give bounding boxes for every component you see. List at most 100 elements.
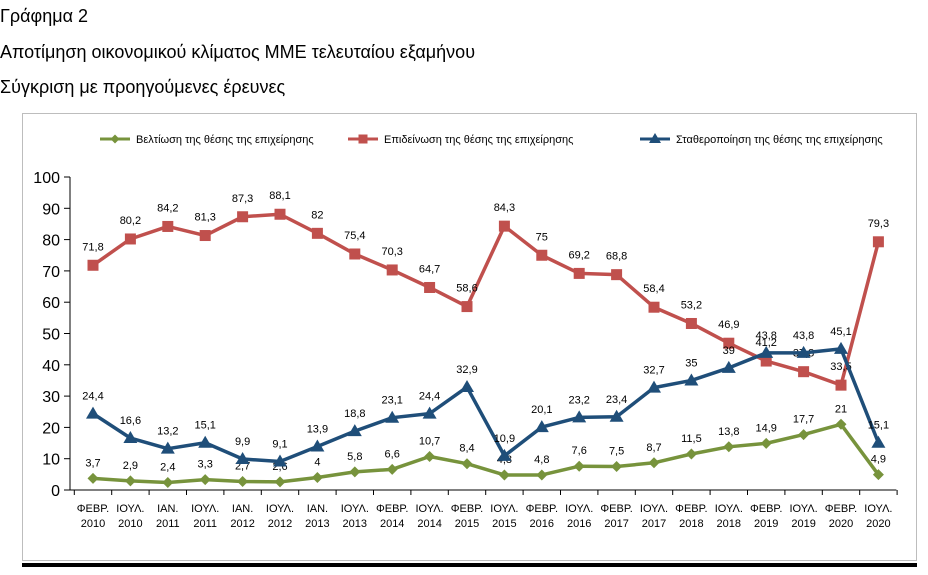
- y-tick-label: 60: [42, 295, 60, 312]
- data-label: 79,3: [868, 218, 889, 230]
- data-label: 46,9: [718, 319, 739, 331]
- x-tick-label: ΙΟΥΛ.: [416, 503, 444, 515]
- data-point-triangle: [534, 420, 549, 433]
- data-point-triangle: [273, 454, 287, 467]
- data-point-triangle: [86, 406, 100, 419]
- data-label: 41,2: [755, 337, 776, 349]
- y-tick-label: 70: [42, 264, 60, 281]
- data-point-diamond: [723, 441, 735, 453]
- data-label: 10,9: [494, 433, 515, 445]
- data-label: 8,7: [646, 442, 661, 454]
- data-label: 23,2: [568, 394, 589, 406]
- data-point-diamond: [274, 476, 286, 488]
- y-tick-label: 0: [51, 483, 60, 500]
- data-label: 15,1: [868, 420, 889, 432]
- x-tick-label: ΦΕΒΡ.: [376, 503, 408, 515]
- data-point-diamond: [199, 474, 211, 486]
- data-point-square: [274, 208, 286, 220]
- data-point-square: [723, 337, 735, 349]
- x-tick-label: ΙΟΥΛ.: [790, 503, 818, 515]
- legend-marker-diamond: [110, 134, 120, 144]
- data-point-square: [386, 264, 398, 276]
- x-tick-label: ΙΟΥΛ.: [565, 503, 593, 515]
- x-tick-label: 2018: [679, 518, 703, 530]
- x-tick-label: ΙΟΥΛ.: [715, 503, 743, 515]
- data-label: 2,4: [160, 461, 175, 473]
- data-point-triangle: [871, 435, 886, 448]
- data-label: 70,3: [381, 246, 402, 258]
- data-point-triangle: [647, 380, 661, 393]
- data-label: 14,9: [755, 422, 776, 434]
- x-tick-label: 2012: [230, 518, 254, 530]
- data-label: 81,3: [194, 212, 215, 224]
- data-point-triangle: [759, 345, 774, 358]
- x-tick-label: 2011: [156, 518, 180, 530]
- data-label: 13,8: [718, 426, 739, 438]
- data-label: 8,4: [459, 443, 474, 455]
- data-label: 71,8: [82, 241, 103, 253]
- x-tick-label: 2014: [417, 518, 441, 530]
- data-label: 4: [314, 456, 320, 468]
- chart-subtitle: Αποτίμηση οικονομικού κλίματος ΜΜΕ τελευ…: [0, 42, 476, 62]
- x-tick-label: ΙΟΥΛ.: [341, 503, 369, 515]
- data-point-triangle: [721, 360, 736, 373]
- data-label: 84,3: [494, 202, 515, 214]
- data-point-square: [835, 379, 847, 391]
- data-label: 32,9: [456, 364, 477, 376]
- y-tick-label: 80: [42, 233, 60, 250]
- data-label: 82: [311, 209, 323, 221]
- x-tick-label: ΙΟΥΛ.: [116, 503, 144, 515]
- x-tick-label: ΦΕΒΡ.: [77, 503, 109, 515]
- x-tick-label: ΙΟΥΛ.: [490, 503, 518, 515]
- y-tick-label: 90: [42, 201, 60, 218]
- data-label: 5,8: [347, 451, 362, 463]
- data-point-triangle: [422, 406, 437, 419]
- data-label: 21: [835, 403, 847, 415]
- data-point-square: [760, 355, 772, 367]
- x-tick-label: ΙΑΝ.: [157, 503, 178, 515]
- x-tick-label: 2020: [866, 518, 890, 530]
- x-tick-label: ΙΟΥΛ.: [191, 503, 219, 515]
- series-line: [92, 422, 880, 485]
- data-point-diamond: [573, 460, 585, 472]
- data-point-triangle: [609, 409, 624, 422]
- data-label: 4,9: [871, 454, 886, 466]
- data-point-triangle: [796, 345, 811, 358]
- chart-title: Γράφημα 2: [0, 6, 89, 26]
- data-label: 69,2: [568, 249, 589, 261]
- x-tick-label: 2011: [193, 518, 217, 530]
- data-label: 10,7: [419, 436, 440, 448]
- data-point-square: [648, 301, 660, 313]
- x-tick-label: 2012: [268, 518, 292, 530]
- data-label: 6,6: [385, 448, 400, 460]
- data-point-diamond: [536, 469, 548, 481]
- data-point-triangle: [834, 341, 848, 354]
- data-point-triangle: [347, 424, 362, 437]
- x-tick-label: 2019: [791, 518, 815, 530]
- data-point-square: [461, 301, 473, 313]
- x-tick-label: ΦΕΒΡ.: [675, 503, 707, 515]
- data-label: 58,4: [643, 283, 664, 295]
- data-point-square: [611, 269, 623, 281]
- bottom-rule: [22, 563, 917, 567]
- data-label: 15,1: [194, 420, 215, 432]
- data-point-diamond: [872, 469, 884, 481]
- data-label: 80,2: [120, 215, 141, 227]
- data-label: 23,4: [606, 394, 627, 406]
- data-point-square: [311, 227, 323, 239]
- legend-marker-triangle: [649, 133, 661, 143]
- x-tick-label: 2015: [455, 518, 479, 530]
- y-tick-label: 30: [42, 389, 60, 406]
- data-label: 20,1: [531, 404, 552, 416]
- data-label: 39: [723, 345, 735, 357]
- data-point-triangle: [310, 439, 325, 452]
- legend-label: Σταθεροποίηση της θέσης της επιχείρησης: [676, 134, 883, 146]
- x-tick-label: 2019: [754, 518, 778, 530]
- chart-subtitle-2: Σύγκριση με προηγούμενες έρευνες: [0, 77, 286, 97]
- x-tick-label: ΦΕΒΡ.: [526, 503, 558, 515]
- y-tick-label: 50: [42, 327, 60, 344]
- legend-marker-square: [358, 134, 368, 144]
- data-point-triangle: [235, 452, 250, 465]
- data-label: 7,6: [572, 445, 587, 457]
- data-label: 4,8: [534, 454, 549, 466]
